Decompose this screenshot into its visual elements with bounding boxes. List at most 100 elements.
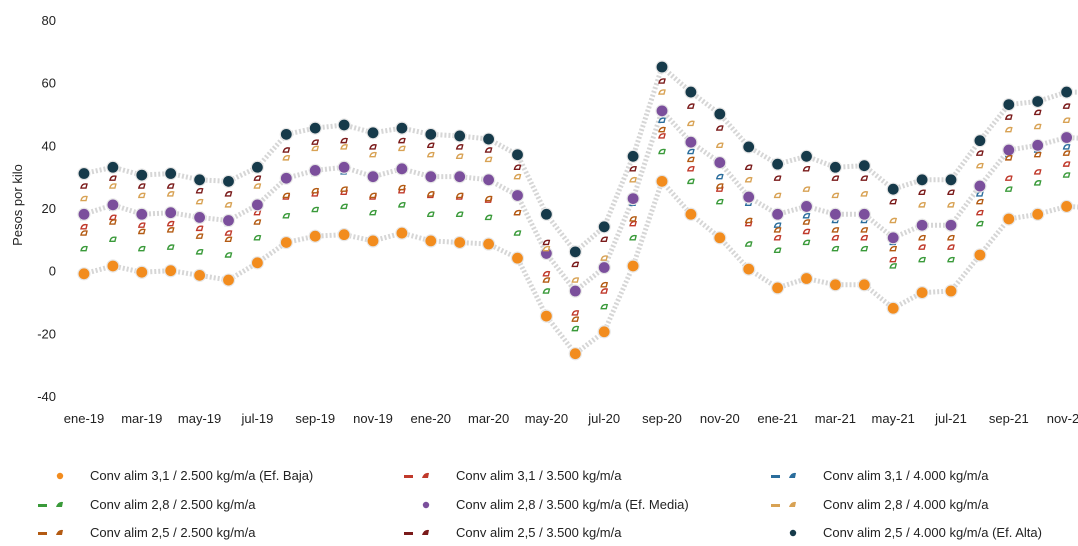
data-point (106, 259, 120, 273)
data-point (282, 155, 291, 161)
data-point (1062, 117, 1071, 123)
data-point (77, 166, 91, 181)
data-point (395, 162, 409, 176)
data-point (80, 195, 88, 202)
data-point (629, 176, 637, 183)
legend-swatch (789, 529, 797, 537)
legend-entry: Conv alim 3,1 / 2.500 kg/m/a (Ef. Baja) (90, 468, 313, 483)
data-point (571, 325, 580, 332)
legend-swatch (404, 532, 413, 535)
data-point (687, 178, 695, 185)
data-point (976, 150, 984, 156)
data-point (1004, 155, 1013, 161)
x-tick-label: may-21 (872, 411, 915, 426)
data-point (629, 216, 637, 222)
data-point (976, 220, 984, 227)
data-point (1031, 207, 1045, 221)
data-point (224, 230, 233, 236)
data-point (221, 213, 236, 228)
data-point (770, 207, 785, 221)
y-tick-labels: -40 -20 0 20 40 60 80 (37, 13, 56, 404)
data-point (1031, 138, 1045, 152)
x-tick-label: mar-20 (468, 411, 509, 426)
data-point (337, 160, 351, 174)
data-point (279, 171, 293, 185)
data-point (340, 186, 348, 192)
data-point (1033, 109, 1042, 116)
data-point (947, 234, 955, 241)
data-point (889, 245, 898, 252)
data-point (340, 137, 348, 144)
data-point (80, 183, 88, 189)
data-point (164, 166, 178, 181)
data-point (482, 237, 496, 251)
data-point (1062, 150, 1071, 156)
data-point (571, 316, 580, 322)
y-tick-label: 20 (42, 201, 56, 216)
data-point (164, 206, 178, 220)
data-point (799, 149, 814, 163)
data-point (109, 183, 117, 189)
data-point (915, 286, 929, 300)
data-point (311, 206, 320, 213)
data-point (398, 184, 406, 191)
x-tick-label: sep-21 (989, 411, 1029, 426)
data-point (424, 234, 438, 248)
data-point (976, 209, 984, 216)
data-point (193, 210, 207, 224)
data-point (484, 195, 493, 202)
data-point (687, 156, 695, 163)
data-point (166, 191, 175, 197)
data-point (395, 121, 409, 135)
data-point (600, 255, 609, 261)
data-point (571, 277, 580, 283)
data-point (369, 144, 377, 150)
x-tick-label: ene-19 (64, 411, 104, 426)
data-point (279, 127, 293, 141)
data-point (398, 202, 406, 208)
data-point (311, 145, 320, 152)
legend-swatch-marker (422, 529, 429, 535)
data-point (658, 89, 666, 95)
data-point (715, 125, 724, 131)
data-point (886, 231, 900, 245)
data-point (137, 183, 146, 189)
data-point (513, 209, 522, 216)
data-point (799, 199, 814, 214)
data-point (250, 256, 264, 270)
x-tick-label: ene-20 (411, 411, 451, 426)
data-point (828, 278, 843, 292)
data-point (658, 117, 666, 123)
data-point (542, 288, 551, 294)
data-point (109, 219, 117, 225)
data-point (713, 155, 727, 170)
data-point (773, 247, 782, 253)
data-point (539, 207, 554, 221)
data-point (857, 207, 871, 221)
series-shadow-line (83, 108, 1078, 294)
data-point (426, 191, 435, 197)
data-point (1062, 172, 1071, 178)
data-point (224, 236, 233, 243)
data-point (1033, 180, 1042, 186)
data-point (658, 126, 666, 133)
legend-swatch (771, 504, 780, 507)
data-point (224, 252, 233, 258)
data-point (1033, 123, 1042, 130)
data-point (629, 165, 637, 172)
legend-swatch-marker (789, 472, 796, 478)
data-point (860, 191, 869, 197)
data-point (311, 139, 320, 145)
data-point (1004, 114, 1013, 120)
data-point (106, 160, 120, 174)
data-point (513, 164, 522, 170)
data-point (773, 175, 782, 181)
data-point (109, 214, 117, 221)
x-tick-label: mar-19 (121, 411, 162, 426)
data-point (513, 173, 522, 180)
data-point (600, 236, 609, 243)
data-point (947, 189, 955, 196)
data-point (857, 159, 871, 173)
data-point (308, 163, 322, 177)
data-point (80, 245, 88, 252)
